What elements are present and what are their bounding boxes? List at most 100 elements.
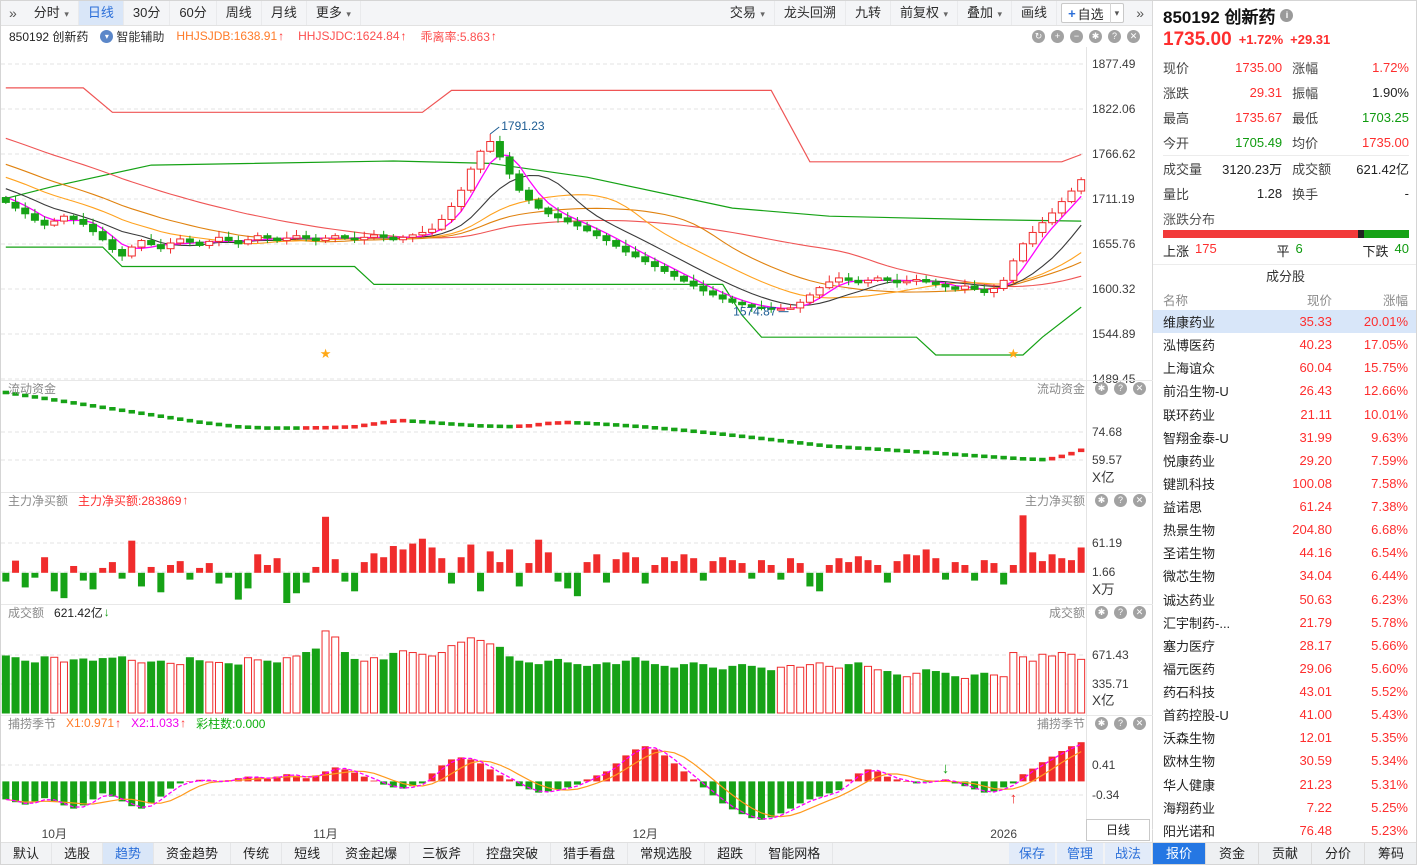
settings-icon[interactable]: ✱ [1095, 381, 1108, 395]
help-icon[interactable]: ? [1108, 29, 1121, 43]
strategy-tab-猎手看盘[interactable]: 猎手看盘 [551, 842, 629, 864]
strategy-tab-智能网格[interactable]: 智能网格 [756, 842, 834, 864]
constituent-row[interactable]: 键凯科技 100.08 7.58% [1153, 472, 1416, 495]
zoom-in-icon[interactable]: + [1051, 29, 1064, 43]
constituent-row[interactable]: 华人健康 21.23 5.31% [1153, 773, 1416, 796]
constituent-price: 43.01 [1299, 684, 1332, 700]
战法-button[interactable]: 战法 [1104, 842, 1151, 864]
constituent-row[interactable]: 圣诺生物 44.16 6.54% [1153, 541, 1416, 564]
chart-canvas[interactable]: 1877.49 1822.06 1766.62 1711.19 1655.76 1600.… [1, 46, 1153, 830]
add-watchlist-button[interactable]: + 自选 ▾ [1061, 3, 1125, 23]
period-tab-周线[interactable]: 周线 [217, 1, 262, 25]
settings-icon[interactable]: ✱ [1089, 29, 1102, 43]
strategy-tab-选股[interactable]: 选股 [52, 842, 104, 864]
strategy-tab-资金趋势[interactable]: 资金趋势 [154, 842, 232, 864]
help-icon[interactable]: ? [1114, 716, 1127, 730]
stats-group: 现价 1735.00 涨幅 1.72% 涨跌 29.31 振幅 1.90% 最高 1735.67 最… [1163, 55, 1409, 156]
close-icon[interactable]: ✕ [1133, 716, 1146, 730]
col-change[interactable]: 涨幅 [1382, 294, 1408, 308]
period-indicator-box[interactable]: 日线 [1086, 819, 1150, 842]
constituent-row[interactable]: 诚达药业 50.63 6.23% [1153, 588, 1416, 611]
col-name[interactable]: 名称 [1163, 294, 1189, 308]
constituent-row[interactable]: 联环药业 21.11 10.01% [1153, 403, 1416, 426]
保存-button[interactable]: 保存 [1008, 842, 1055, 864]
refresh-icon[interactable]: ↻ [1032, 29, 1045, 43]
period-tab-60分[interactable]: 60分 [170, 1, 217, 25]
tool-tab-画线[interactable]: 画线 [1012, 1, 1058, 25]
period-tab-30分[interactable]: 30分 [124, 1, 171, 25]
constituent-row[interactable]: 汇宇制药-... 21.79 5.78% [1153, 611, 1416, 634]
strategy-tab-超跌[interactable]: 超跌 [705, 842, 757, 864]
period-tab-月线[interactable]: 月线 [262, 1, 307, 25]
constituent-row[interactable]: 热景生物 204.80 6.68% [1153, 518, 1416, 541]
constituent-row[interactable]: 智翔金泰-U 31.99 9.63% [1153, 426, 1416, 449]
constituent-row[interactable]: 欧林生物 30.59 5.34% [1153, 749, 1416, 772]
quote-tab-贡献[interactable]: 贡献 [1259, 843, 1312, 864]
quote-title-row: 850192 创新药 i [1163, 4, 1410, 27]
change-absolute: +29.31 [1290, 32, 1331, 47]
tool-tab-九转[interactable]: 九转 [846, 1, 891, 25]
strategy-tabs: 默认 选股 趋势 资金趋势 传统 短线 资金起爆 三板斧 控盘突破 猎手看盘 常规选股 超跌 智能网格 [1, 842, 834, 864]
help-icon[interactable]: ? [1114, 493, 1127, 507]
col-price[interactable]: 现价 [1306, 294, 1332, 308]
period-tab-更多[interactable]: 更多 ▾ [307, 1, 361, 25]
constituent-row[interactable]: 阳光诺和 76.48 5.23% [1153, 819, 1416, 842]
constituent-row[interactable]: 前沿生物-U 26.43 12.66% [1153, 379, 1416, 402]
stat-最高: 最高 1735.67 [1163, 105, 1282, 130]
constituent-row[interactable]: 药石科技 43.01 5.52% [1153, 680, 1416, 703]
constituent-row[interactable]: 首药控股-U 41.00 5.43% [1153, 703, 1416, 726]
管理-button[interactable]: 管理 [1056, 842, 1103, 864]
tool-tab-交易[interactable]: 交易 ▾ [721, 1, 775, 25]
svg-text:★: ★ [320, 346, 332, 361]
settings-icon[interactable]: ✱ [1095, 716, 1108, 730]
help-icon[interactable]: ? [1114, 381, 1127, 395]
expand-left-icon[interactable]: » [9, 5, 17, 21]
chevron-down-icon[interactable]: ▾ [1109, 3, 1124, 23]
constituent-change: 5.78% [1371, 614, 1408, 630]
strategy-tab-常规选股[interactable]: 常规选股 [628, 842, 706, 864]
strategy-tab-短线[interactable]: 短线 [282, 842, 334, 864]
strategy-tab-资金起爆[interactable]: 资金起爆 [333, 842, 411, 864]
strategy-tab-趋势[interactable]: 趋势 [103, 842, 155, 864]
constituent-row[interactable]: 上海谊众 60.04 15.75% [1153, 356, 1416, 379]
strategy-tab-三板斧[interactable]: 三板斧 [410, 842, 475, 864]
strategy-tab-传统[interactable]: 传统 [231, 842, 283, 864]
constituent-row[interactable]: 沃森生物 12.01 5.35% [1153, 726, 1416, 749]
quote-tab-筹码[interactable]: 筹码 [1365, 843, 1416, 864]
strategy-tab-默认[interactable]: 默认 [1, 842, 53, 864]
settings-icon[interactable]: ✱ [1095, 493, 1108, 507]
constituent-row[interactable]: 益诺思 61.24 7.38% [1153, 495, 1416, 518]
stat-均价: 均价 1735.00 [1292, 130, 1409, 155]
expand-right-icon[interactable]: » [1136, 5, 1144, 21]
period-tab-日线[interactable]: 日线 [78, 1, 124, 25]
constituent-row[interactable]: 维康药业 35.33 20.01% [1153, 310, 1416, 334]
close-icon[interactable]: ✕ [1133, 493, 1146, 507]
constituent-row[interactable]: 海翔药业 7.22 5.25% [1153, 796, 1416, 819]
zoom-out-icon[interactable]: − [1070, 29, 1083, 43]
strategy-tab-控盘突破[interactable]: 控盘突破 [474, 842, 552, 864]
info-icon[interactable]: i [1280, 9, 1294, 22]
tool-tab-叠加[interactable]: 叠加 ▾ [958, 1, 1013, 25]
tool-tab-龙头回溯[interactable]: 龙头回溯 [775, 1, 846, 25]
settings-icon[interactable]: ✱ [1095, 605, 1108, 619]
smart-assist-button[interactable]: ▾ 智能辅助 [100, 28, 164, 45]
constituent-row[interactable]: 微芯生物 34.04 6.44% [1153, 564, 1416, 587]
quote-tab-资金[interactable]: 资金 [1206, 843, 1259, 864]
quote-tab-报价[interactable]: 报价 [1153, 843, 1206, 864]
close-icon[interactable]: ✕ [1127, 29, 1140, 43]
close-icon[interactable]: ✕ [1133, 605, 1146, 619]
constituent-row[interactable]: 泓博医药 40.23 17.05% [1153, 333, 1416, 356]
constituent-row[interactable]: 塞力医疗 28.17 5.66% [1153, 634, 1416, 657]
help-icon[interactable]: ? [1114, 605, 1127, 619]
period-tab-分时[interactable]: 分时 ▾ [25, 1, 79, 25]
constituent-row[interactable]: 悦康药业 29.20 7.59% [1153, 449, 1416, 472]
svg-text:1544.89: 1544.89 [1092, 327, 1136, 341]
close-icon[interactable]: ✕ [1133, 381, 1146, 395]
tool-tab-前复权[interactable]: 前复权 ▾ [891, 1, 958, 25]
constituent-change: 15.75% [1363, 360, 1408, 376]
constituent-row[interactable]: 福元医药 29.06 5.60% [1153, 657, 1416, 680]
quote-tab-分价[interactable]: 分价 [1312, 843, 1365, 864]
quote-price-row: 1735.00 +1.72% +29.31 [1163, 27, 1410, 52]
flat-segment [1357, 230, 1365, 238]
constituent-price: 50.63 [1299, 591, 1332, 607]
